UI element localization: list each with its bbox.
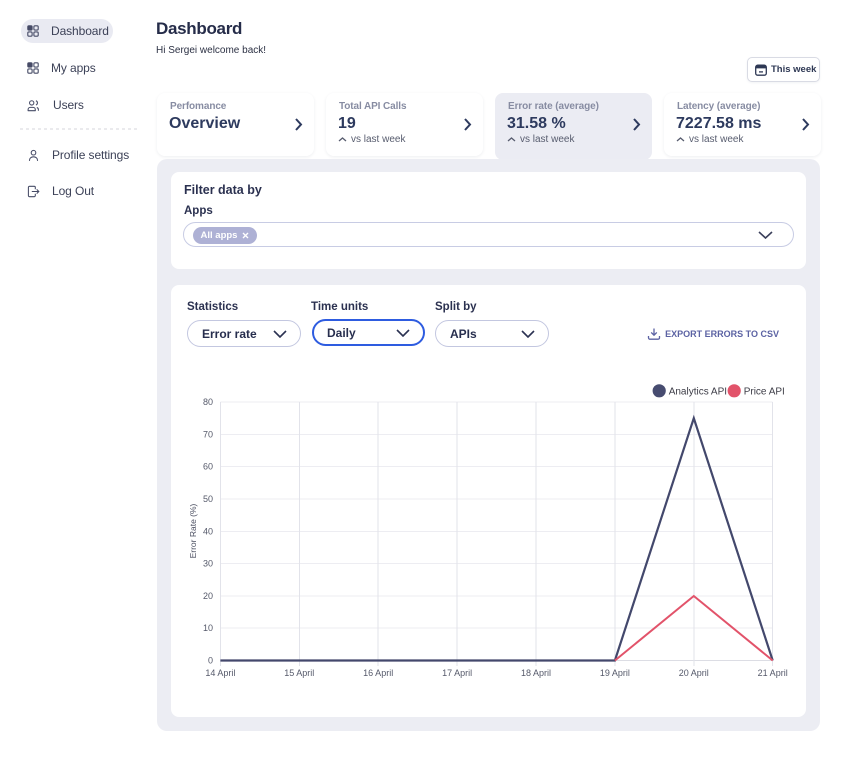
svg-text:40: 40 xyxy=(203,526,213,536)
svg-text:19 April: 19 April xyxy=(600,668,630,678)
svg-text:70: 70 xyxy=(203,429,213,439)
svg-text:Error Rate (%): Error Rate (%) xyxy=(188,503,198,558)
svg-text:10: 10 xyxy=(203,623,213,633)
svg-text:21 April: 21 April xyxy=(758,668,788,678)
svg-text:17 April: 17 April xyxy=(442,668,472,678)
svg-text:16 April: 16 April xyxy=(363,668,393,678)
svg-text:60: 60 xyxy=(203,462,213,472)
svg-text:80: 80 xyxy=(203,397,213,407)
svg-text:20: 20 xyxy=(203,591,213,601)
svg-text:Price API: Price API xyxy=(744,386,785,397)
svg-text:0: 0 xyxy=(208,656,213,666)
svg-text:18 April: 18 April xyxy=(521,668,551,678)
svg-text:Analytics API: Analytics API xyxy=(669,386,727,397)
svg-text:15 April: 15 April xyxy=(284,668,314,678)
svg-text:30: 30 xyxy=(203,559,213,569)
svg-text:14 April: 14 April xyxy=(205,668,235,678)
svg-text:50: 50 xyxy=(203,494,213,504)
svg-text:20 April: 20 April xyxy=(679,668,709,678)
